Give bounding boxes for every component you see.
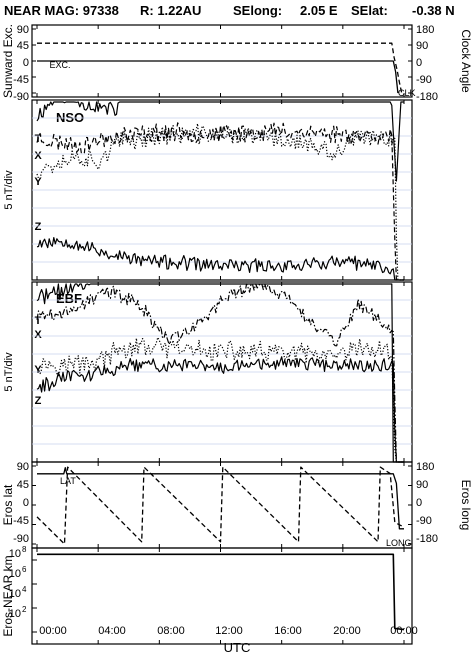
panel-4-left-axis-label: Eros lat [1,484,15,525]
p5-tick-exp-3: 2 [22,605,27,614]
p1-right-tick-0: 180 [416,24,434,36]
p1-right-tick-3: -90 [416,74,432,86]
panel-5-left-axis-label: Eros-NEAR km [1,555,15,636]
panel-4-right-axis-label: Eros long [459,480,473,531]
p4-left-tick-4: -90 [13,533,29,545]
p2-label-y: Y [34,176,42,188]
p1-series-clk [37,42,403,94]
p3-label-x: X [34,329,42,341]
p5-tick-exp-1: 6 [22,565,27,574]
p3-series-x [36,283,404,463]
p3-label-y: Y [34,364,42,376]
p2-series-y [36,123,404,281]
x-tick-1: 04:00 [98,625,126,637]
panel-3-side-label: 5 nT/div [3,352,15,392]
p5-tick-base-3: 10 [9,608,21,620]
p1-left-tick-2: 0 [23,57,29,69]
header-distance: R: 1.22AU [140,3,201,18]
chart-marks [32,25,412,644]
header-selat-value: -0.38 N [412,3,455,18]
p4-right-tick-4: -180 [416,533,438,545]
header-selong-value: 2.05 E [300,3,338,18]
p4-series-long [36,466,404,545]
p5-tick-exp-2: 4 [22,585,27,594]
panel-2-title: NSO [56,110,84,125]
p3-series-t [36,283,404,463]
p1-left-tick-1: 45 [17,40,29,52]
p3-label-z: Z [35,395,42,407]
p2-label-x: X [34,150,42,162]
panel-1-right-axis-label: Clock Angle [459,29,473,93]
p2-series-t [36,101,404,182]
header-selong-label: SElong: [233,3,282,18]
p4-right-tick-3: -90 [416,515,432,527]
p1-left-tick-3: -45 [13,74,29,86]
p5-tick-base-2: 10 [9,588,21,600]
p4-left-tick-1: 45 [17,479,29,491]
p1-right-tick-1: 90 [416,40,428,52]
p1-clk-label: CLK [398,88,416,98]
p1-right-tick-2: 0 [416,57,422,69]
p1-exc-label: EXC. [49,60,70,70]
p4-right-tick-1: 90 [416,479,428,491]
panel-5-frame [31,547,413,645]
x-tick-2: 08:00 [157,625,185,637]
p5-series-distance [37,553,405,631]
header-mission-date: NEAR MAG: 97338 [4,3,119,18]
x-tick-5: 20:00 [333,625,361,637]
panel-4-frame [31,461,413,549]
p4-left-tick-3: -45 [13,515,29,527]
p1-left-tick-0: 90 [17,24,29,36]
p4-left-tick-2: 0 [23,497,29,509]
p2-series-x [36,122,404,281]
p4-series-lat [37,467,404,530]
p4-lat-label: LAT [60,476,76,486]
p4-long-label: LONG [386,538,412,548]
header-selat-label: SElat: [351,3,388,18]
p2-label-z: Z [35,221,42,233]
p4-left-tick-0: 90 [17,461,29,473]
p1-right-tick-4: -180 [416,91,438,103]
p5-tick-base-0: 10 [9,548,21,560]
header: NEAR MAG: 97338 R: 1.22AU SElong: 2.05 E… [4,3,455,18]
x-tick-3: 12:00 [215,625,243,637]
p3-label-t: T [35,315,42,327]
p5-tick-base-1: 10 [9,568,21,580]
x-tick-0: 00:00 [39,625,67,637]
p2-series-z [36,237,404,281]
p1-left-tick-4: -90 [13,91,29,103]
p4-right-tick-0: 180 [416,461,434,473]
x-tick-4: 16:00 [274,625,302,637]
p4-right-tick-2: 0 [416,497,422,509]
panel-2-side-label: 5 nT/div [3,170,15,210]
panel-1-left-axis-label: Sunward Exc. [1,24,15,98]
p5-tick-exp-0: 8 [22,545,27,554]
p3-series-y [36,336,404,463]
p1-series-exc [37,60,399,94]
x-axis-label: UTC [224,640,251,655]
p3-series-z [36,356,404,463]
